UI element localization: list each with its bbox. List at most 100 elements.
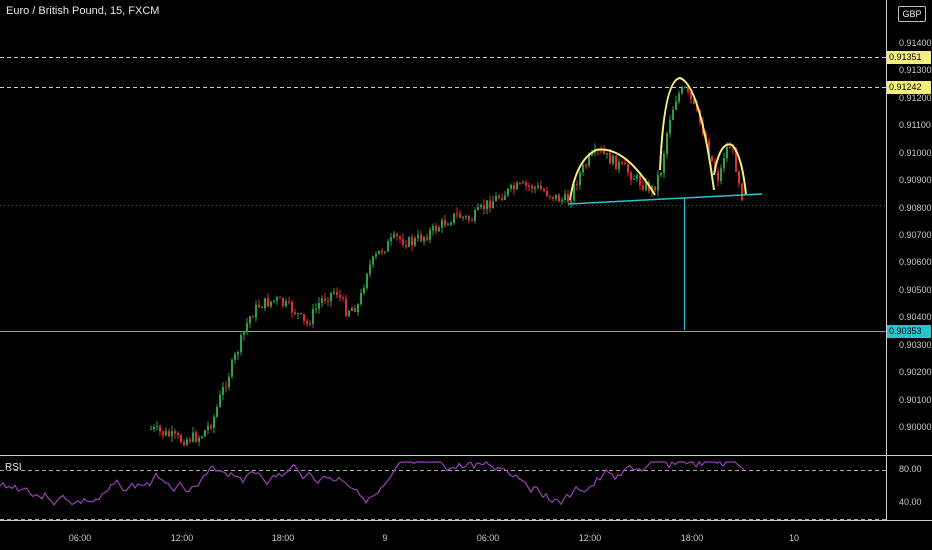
candle-body [195, 432, 197, 442]
candle-body [426, 237, 428, 240]
candle-body [666, 133, 668, 154]
candle-body [405, 244, 407, 247]
time-tick: 06:00 [68, 533, 92, 543]
candle-body [225, 386, 227, 388]
price-tick: 0.90600 [899, 257, 932, 268]
time-tick: 18:00 [271, 533, 295, 543]
candle-body [570, 200, 572, 203]
candle-body [510, 185, 512, 189]
candle-body [630, 172, 632, 180]
candle-body [423, 237, 425, 242]
candle-body [672, 109, 674, 120]
time-tick: 9 [382, 533, 388, 543]
candle-body [213, 416, 215, 429]
candle-body [180, 435, 182, 443]
candle-body [711, 155, 713, 162]
candle-body [729, 147, 731, 149]
price-tick: 0.91300 [899, 65, 932, 76]
candle-body [198, 437, 200, 442]
candle-body [660, 173, 662, 176]
candle-body [402, 239, 404, 245]
candle-body [285, 301, 287, 306]
price-tick: 0.90900 [899, 175, 932, 186]
candle-body [192, 432, 194, 442]
candle-body [327, 300, 329, 302]
candle-body [669, 119, 671, 134]
candle-body [519, 182, 521, 184]
price-tick: 0.91000 [899, 147, 932, 158]
candle-body [279, 297, 281, 299]
price-tick: 0.91400 [899, 38, 932, 48]
candle-body [471, 220, 473, 222]
candle-body [453, 213, 455, 223]
candle-body [456, 213, 458, 215]
candle-body [201, 436, 203, 438]
currency-button[interactable]: GBP [898, 6, 926, 22]
candle-body [204, 430, 206, 437]
candle-body [690, 91, 692, 100]
candle-body [495, 196, 497, 202]
time-tick: 10 [788, 533, 800, 543]
candle-body [609, 152, 611, 164]
candle-body [390, 237, 392, 242]
candle-body [345, 298, 347, 316]
candle-body [270, 301, 272, 307]
candle-body [228, 376, 230, 388]
candle-body [657, 175, 659, 191]
rsi-tick: 80.00 [899, 464, 922, 474]
candle-body [525, 182, 527, 186]
candle-body [606, 152, 608, 155]
time-tick: 12:00 [170, 533, 194, 543]
candle-body [591, 152, 593, 156]
candle-body [399, 236, 401, 240]
price-tick: 0.90500 [899, 284, 932, 295]
candle-body [186, 439, 188, 446]
candle-body [378, 250, 380, 255]
price-levels [0, 57, 886, 332]
candle-body [621, 162, 623, 164]
candle-body [444, 220, 446, 226]
candle-body [207, 425, 209, 431]
candle-body [252, 316, 254, 318]
candle-body [546, 191, 548, 196]
candle-body [618, 162, 620, 170]
neckline [567, 193, 763, 205]
candle-body [210, 425, 212, 429]
candle-body [303, 313, 305, 321]
head-curve [659, 76, 715, 191]
candle-body [549, 195, 551, 197]
candle-body [735, 148, 737, 172]
candle-body [543, 189, 545, 192]
candle-body [249, 316, 251, 324]
candlestick-series [150, 85, 743, 447]
candle-body [435, 225, 437, 232]
candle-body [585, 165, 587, 167]
candle-body [243, 331, 245, 335]
candle-body [276, 297, 278, 301]
candle-body [708, 140, 710, 156]
candle-body [300, 313, 302, 315]
candle-body [534, 187, 536, 189]
candle-body [267, 298, 269, 307]
pane-dividers [0, 0, 932, 521]
candle-body [528, 185, 530, 187]
price-tick: 0.91100 [899, 120, 931, 131]
candle-body [537, 185, 539, 188]
candle-body [363, 288, 365, 294]
candle-body [723, 158, 725, 169]
candle-body [306, 320, 308, 324]
candle-body [396, 233, 398, 237]
candle-body [216, 406, 218, 417]
candle-body [687, 86, 689, 92]
candle-body [513, 185, 515, 190]
candle-body [441, 220, 443, 228]
candle-body [615, 155, 617, 170]
price-tick: 0.90100 [899, 394, 932, 405]
price-level-tag: 0.91242 [887, 80, 931, 94]
candle-body [645, 182, 647, 190]
candle-body [639, 175, 641, 186]
candle-body [507, 188, 509, 196]
candle-body [564, 194, 566, 200]
candle-body [387, 241, 389, 252]
